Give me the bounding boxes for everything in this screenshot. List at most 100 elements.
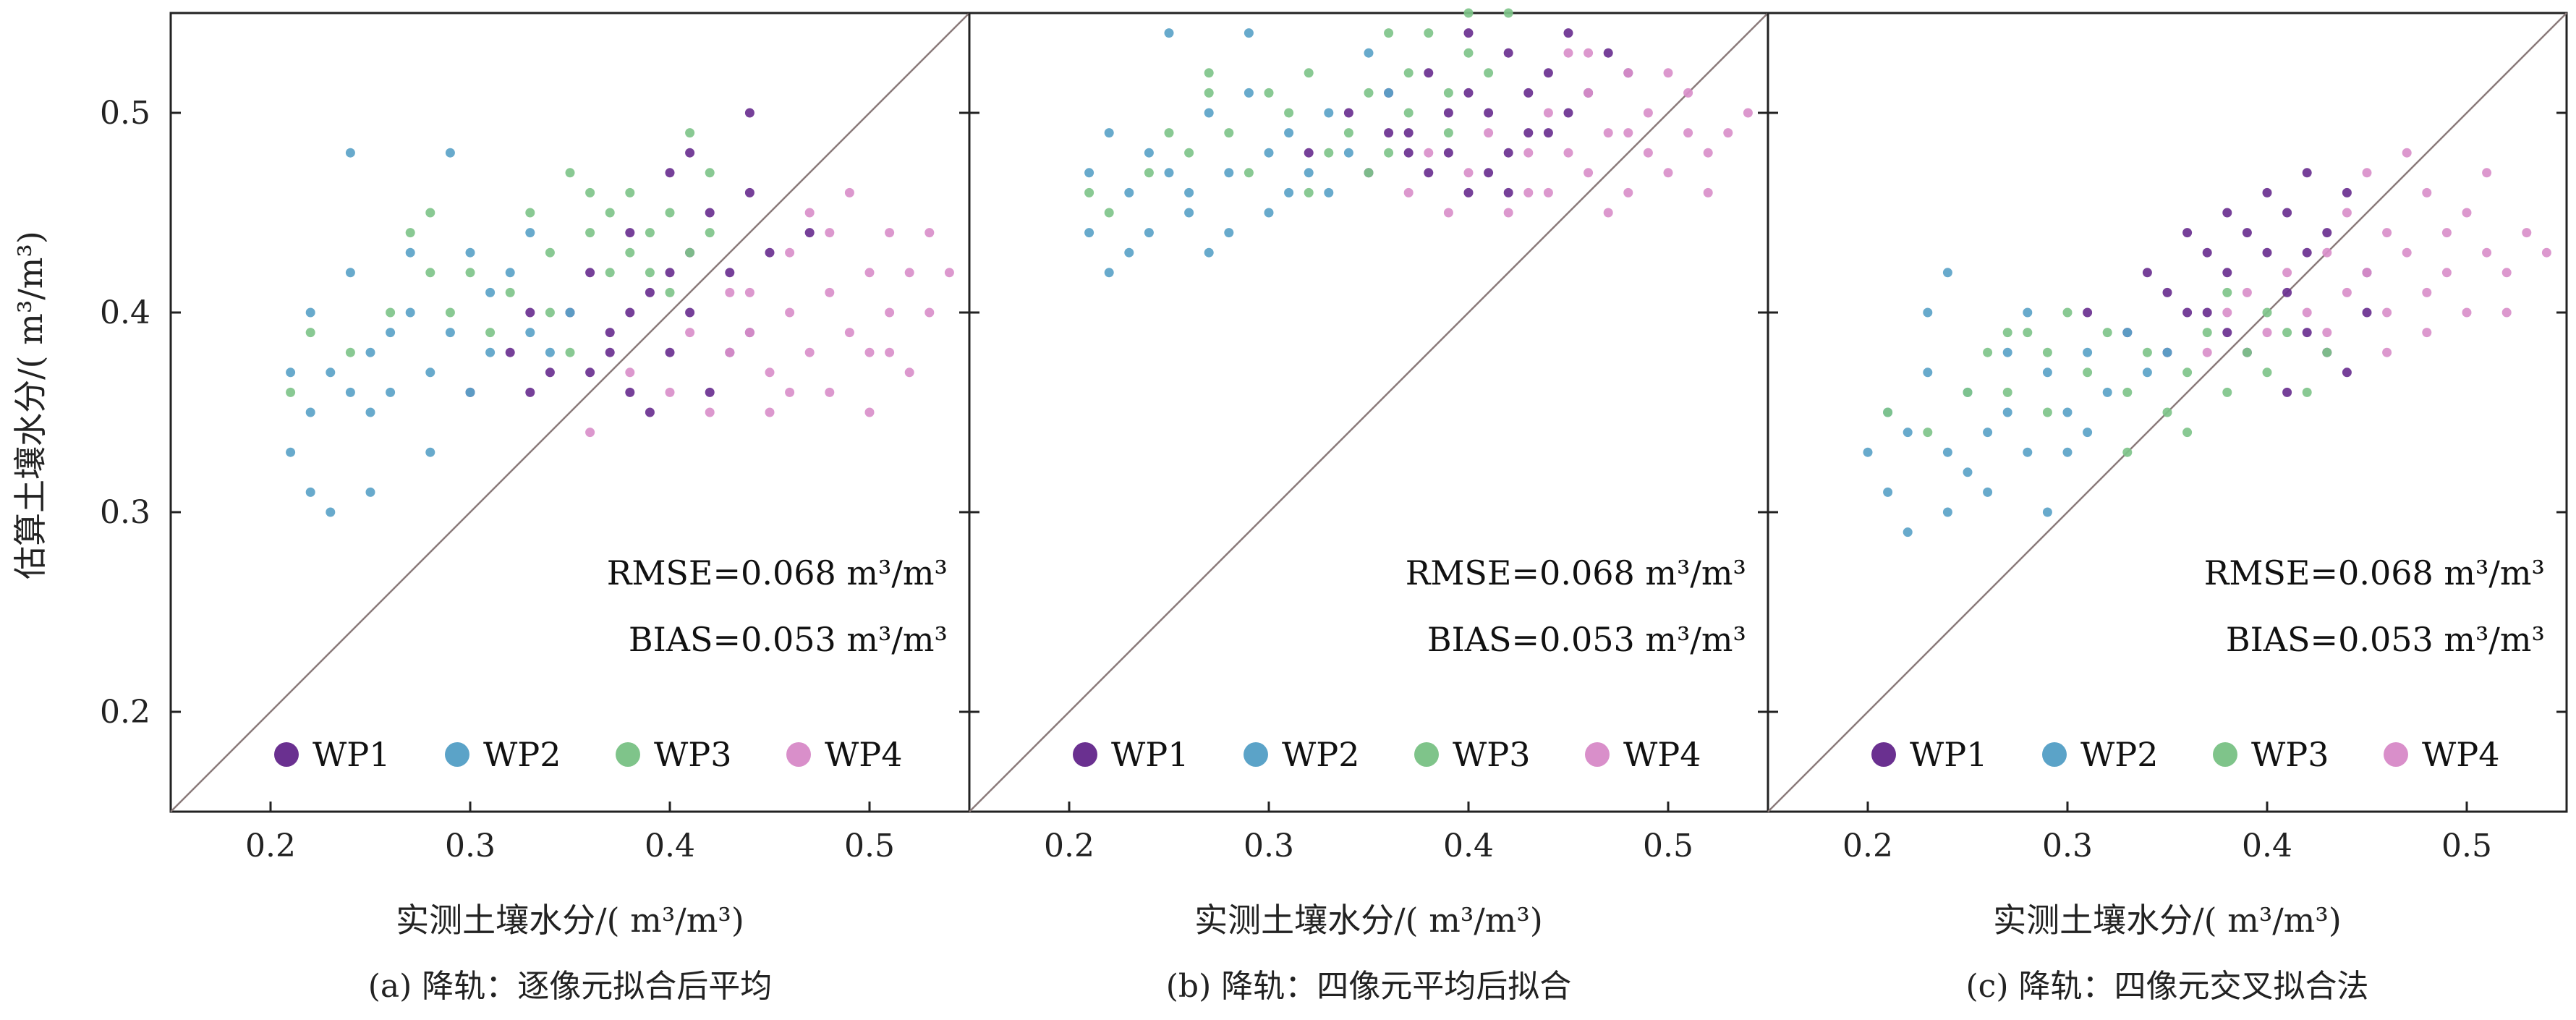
data-point <box>2342 367 2352 378</box>
panel-caption: (a) 降轨：逐像元拟合后平均 <box>368 968 773 1005</box>
data-point <box>405 307 415 318</box>
one-to-one-line <box>170 12 970 812</box>
data-point <box>844 328 854 338</box>
series-wp4 <box>2202 148 2551 357</box>
data-point <box>525 208 535 218</box>
legend-marker <box>2384 742 2408 767</box>
data-point <box>1563 28 1573 38</box>
data-point <box>1224 128 1234 138</box>
data-point <box>1104 128 1114 138</box>
data-point <box>2501 268 2512 278</box>
legend-label: WP4 <box>825 735 903 774</box>
data-point <box>425 268 435 278</box>
data-point <box>705 228 715 238</box>
data-point <box>2402 148 2412 158</box>
data-point <box>1703 187 1713 197</box>
data-point <box>2282 208 2292 218</box>
legend-marker <box>2213 742 2237 767</box>
data-point <box>1443 148 1453 158</box>
data-point <box>2482 247 2492 258</box>
x-axis-label: 实测土壤水分/( m³/m³) <box>1993 901 2342 940</box>
panel-caption: (b) 降轨：四像元平均后拟合 <box>1166 968 1571 1005</box>
bias-annotation: BIAS=0.053 m³/m³ <box>1427 620 1746 659</box>
data-point <box>1484 68 1494 78</box>
data-point <box>804 347 815 357</box>
data-point <box>1184 148 1194 158</box>
data-point <box>1523 148 1534 158</box>
data-point <box>1264 88 1274 98</box>
data-point <box>2083 347 2093 357</box>
data-point <box>1364 48 1374 58</box>
data-point <box>1523 128 1534 138</box>
data-point <box>1484 128 1494 138</box>
data-point <box>525 387 535 397</box>
data-point <box>944 268 954 278</box>
data-point <box>2222 268 2232 278</box>
legend: WP1 WP2 WP3 WP4 <box>1871 735 2500 774</box>
data-point <box>2222 307 2232 318</box>
data-point <box>2002 387 2012 397</box>
data-point <box>2362 168 2372 178</box>
data-point <box>864 347 875 357</box>
data-point <box>2322 328 2332 338</box>
data-point <box>2262 187 2272 197</box>
legend-marker <box>2042 742 2067 767</box>
data-point <box>1424 28 1434 38</box>
y-tick-label: 0.2 <box>100 694 150 731</box>
data-point <box>1403 108 1414 118</box>
data-point <box>2062 307 2073 318</box>
chart-panel-3: 0.2 0.3 0.4 0.5 RMSE=0.068 m³/m³ BIAS=0.053 m… <box>1767 12 2568 1005</box>
data-point <box>386 328 396 338</box>
data-point <box>1164 168 1174 178</box>
data-point <box>1304 168 1314 178</box>
data-point <box>2482 168 2492 178</box>
data-point <box>2342 208 2352 218</box>
data-point <box>1543 128 1553 138</box>
data-point <box>1723 128 1733 138</box>
data-point <box>625 247 635 258</box>
data-point <box>2182 307 2193 318</box>
data-point <box>665 347 675 357</box>
data-point <box>804 228 815 238</box>
data-point <box>1743 108 1753 118</box>
data-point <box>1204 88 1214 98</box>
x-tick-label: 0.2 <box>245 828 296 864</box>
data-point <box>2282 287 2292 297</box>
data-point <box>2122 387 2133 397</box>
plot-frame <box>1767 12 2568 813</box>
data-point <box>1084 228 1094 238</box>
series-wp2 <box>286 148 575 517</box>
data-point <box>744 108 754 118</box>
x-tick-label: 0.3 <box>2042 828 2093 864</box>
data-point <box>585 428 595 438</box>
data-point <box>2142 268 2152 278</box>
data-point <box>2083 428 2093 438</box>
data-point <box>2282 328 2292 338</box>
data-point <box>1124 187 1134 197</box>
data-point <box>2222 387 2232 397</box>
data-point <box>1503 8 1513 18</box>
data-point <box>665 268 675 278</box>
data-point <box>725 347 735 357</box>
data-point <box>2302 247 2312 258</box>
data-point <box>525 328 535 338</box>
data-point <box>2202 347 2212 357</box>
data-point <box>2002 347 2012 357</box>
bias-annotation: BIAS=0.053 m³/m³ <box>629 620 948 659</box>
data-point <box>386 387 396 397</box>
data-point <box>645 228 655 238</box>
data-point <box>2362 307 2372 318</box>
data-point <box>326 507 336 517</box>
data-point <box>1663 168 1673 178</box>
rmse-annotation: RMSE=0.068 m³/m³ <box>2204 553 2545 592</box>
data-point <box>1304 148 1314 158</box>
data-point <box>1903 428 1913 438</box>
data-point <box>864 407 875 417</box>
data-point <box>2462 208 2472 218</box>
data-point <box>1443 208 1453 218</box>
data-point <box>286 447 296 457</box>
series-wp3 <box>1084 8 1513 218</box>
legend-label: WP2 <box>483 735 561 774</box>
data-point <box>744 287 754 297</box>
data-point <box>1623 68 1633 78</box>
